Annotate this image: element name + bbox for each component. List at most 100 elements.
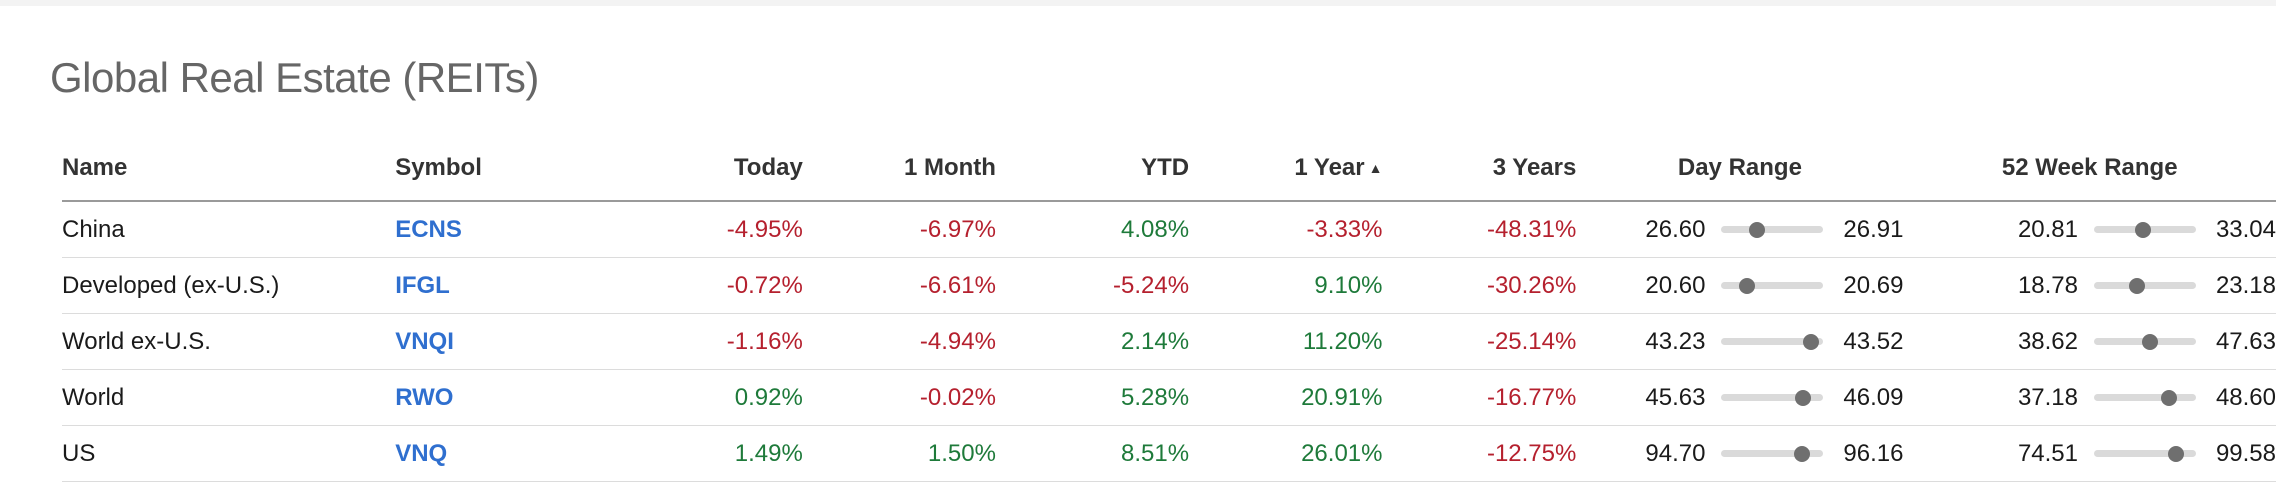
col-header-ytd[interactable]: YTD xyxy=(995,136,1190,202)
cell-52-week-range: 20.81 33.04 xyxy=(1903,201,2276,258)
col-header-52-week-range-label: 52 Week Range xyxy=(2001,154,2178,181)
col-header-1-year-label: 1 Year xyxy=(1294,154,1365,181)
day-range-high: 96.16 xyxy=(1843,439,1904,467)
week52-range-low: 37.18 xyxy=(2017,383,2078,411)
day-range-bar xyxy=(1721,445,1824,462)
cell-ytd: 5.28% xyxy=(995,369,1190,426)
cell-52-week-range: 18.78 23.18 xyxy=(1903,257,2276,314)
week52-range-low: 74.51 xyxy=(2017,439,2078,467)
col-header-day-range[interactable]: Day Range xyxy=(1576,136,1904,202)
col-header-symbol[interactable]: Symbol xyxy=(395,136,599,202)
symbol-link[interactable]: RWO xyxy=(395,383,454,411)
cell-today: 0.92% xyxy=(598,369,803,426)
cell-3-years: -16.77% xyxy=(1382,369,1577,426)
cell-today: -1.16% xyxy=(598,313,803,370)
col-header-1-month[interactable]: 1 Month xyxy=(802,136,996,202)
sort-ascending-icon: ▲ xyxy=(1368,160,1383,176)
cell-1-month: -0.02% xyxy=(802,369,996,426)
cell-name: US xyxy=(62,425,396,482)
symbol-link[interactable]: VNQI xyxy=(395,327,454,355)
table-row: Developed (ex-U.S.) IFGL -0.72% -6.61% -5.24… xyxy=(62,257,2276,314)
cell-52-week-range: 74.51 99.58 xyxy=(1903,425,2276,482)
day-range-high: 20.69 xyxy=(1843,271,1904,299)
day-range-bar xyxy=(1721,221,1824,238)
week52-range-low: 20.81 xyxy=(2017,215,2078,243)
cell-day-range: 26.60 26.91 xyxy=(1576,201,1904,258)
cell-1-year: 20.91% xyxy=(1189,369,1383,426)
cell-3-years: -48.31% xyxy=(1382,201,1577,258)
cell-1-month: -4.94% xyxy=(802,313,996,370)
day-range-marker xyxy=(1803,333,1820,350)
symbol-link[interactable]: IFGL xyxy=(395,271,450,299)
col-header-name-label: Name xyxy=(62,154,128,181)
col-header-name[interactable]: Name xyxy=(62,136,396,202)
cell-1-year: -3.33% xyxy=(1189,201,1383,258)
week52-range-high: 48.60 xyxy=(2215,383,2276,411)
col-header-52-week-range[interactable]: 52 Week Range xyxy=(1903,136,2276,202)
cell-today: 1.49% xyxy=(598,425,803,482)
day-range-low: 45.63 xyxy=(1645,383,1706,411)
cell-day-range: 45.63 46.09 xyxy=(1576,369,1904,426)
cell-1-year: 26.01% xyxy=(1189,425,1383,482)
table-row: World ex-U.S. VNQI -1.16% -4.94% 2.14% 11.20%… xyxy=(62,313,2276,370)
table-header-row: Name Symbol Today 1 Month YTD 1 Year ▲ 3 … xyxy=(62,136,2276,202)
day-range-bar xyxy=(1721,277,1824,294)
cell-ytd: 2.14% xyxy=(995,313,1190,370)
col-header-today[interactable]: Today xyxy=(598,136,803,202)
top-divider xyxy=(0,0,2276,6)
cell-ytd: -5.24% xyxy=(995,257,1190,314)
week52-range-high: 47.63 xyxy=(2215,327,2276,355)
page-title: Global Real Estate (REITs) xyxy=(50,54,539,101)
cell-today: -0.72% xyxy=(598,257,803,314)
day-range-marker xyxy=(1795,389,1812,406)
week52-range-bar xyxy=(2094,221,2196,238)
cell-name: World ex-U.S. xyxy=(62,313,396,370)
cell-3-years: -12.75% xyxy=(1382,425,1577,482)
symbol-link[interactable]: ECNS xyxy=(395,215,462,243)
cell-1-month: -6.61% xyxy=(802,257,996,314)
week52-range-high: 99.58 xyxy=(2215,439,2276,467)
cell-ytd: 4.08% xyxy=(995,201,1190,258)
week52-range-high: 23.18 xyxy=(2215,271,2276,299)
week52-range-bar xyxy=(2094,277,2196,294)
col-header-today-label: Today xyxy=(733,154,803,181)
day-range-high: 46.09 xyxy=(1843,383,1904,411)
cell-name: World xyxy=(62,369,396,426)
symbol-link[interactable]: VNQ xyxy=(395,439,448,467)
day-range-high: 26.91 xyxy=(1843,215,1904,243)
day-range-high: 43.52 xyxy=(1843,327,1904,355)
cell-3-years: -25.14% xyxy=(1382,313,1577,370)
cell-day-range: 43.23 43.52 xyxy=(1576,313,1904,370)
col-header-1-year[interactable]: 1 Year ▲ xyxy=(1189,136,1383,202)
week52-range-bar xyxy=(2094,389,2196,406)
week52-range-marker xyxy=(2142,333,2159,350)
week52-range-marker xyxy=(2134,221,2151,238)
reits-table: Name Symbol Today 1 Month YTD 1 Year ▲ 3 … xyxy=(62,136,2276,482)
reits-panel: Global Real Estate (REITs) Name Symbol T… xyxy=(12,6,2276,484)
week52-range-bar xyxy=(2094,333,2196,350)
cell-today: -4.95% xyxy=(598,201,803,258)
cell-day-range: 94.70 96.16 xyxy=(1576,425,1904,482)
day-range-low: 94.70 xyxy=(1645,439,1706,467)
col-header-symbol-label: Symbol xyxy=(395,154,482,181)
cell-ytd: 8.51% xyxy=(995,425,1190,482)
cell-52-week-range: 38.62 47.63 xyxy=(1903,313,2276,370)
week52-range-high: 33.04 xyxy=(2215,215,2276,243)
day-range-marker xyxy=(1749,221,1766,238)
day-range-low: 20.60 xyxy=(1645,271,1706,299)
col-header-3-years[interactable]: 3 Years xyxy=(1382,136,1577,202)
cell-1-year: 11.20% xyxy=(1189,313,1383,370)
day-range-low: 43.23 xyxy=(1645,327,1706,355)
cell-1-year: 9.10% xyxy=(1189,257,1383,314)
cell-day-range: 20.60 20.69 xyxy=(1576,257,1904,314)
cell-3-years: -30.26% xyxy=(1382,257,1577,314)
cell-52-week-range: 37.18 48.60 xyxy=(1903,369,2276,426)
day-range-marker xyxy=(1794,445,1811,462)
week52-range-marker xyxy=(2128,277,2145,294)
day-range-bar xyxy=(1721,389,1824,406)
week52-range-low: 18.78 xyxy=(2017,271,2078,299)
cell-1-month: 1.50% xyxy=(802,425,996,482)
col-header-ytd-label: YTD xyxy=(1141,154,1190,181)
cell-name: China xyxy=(62,201,396,258)
col-header-1-month-label: 1 Month xyxy=(903,154,996,181)
